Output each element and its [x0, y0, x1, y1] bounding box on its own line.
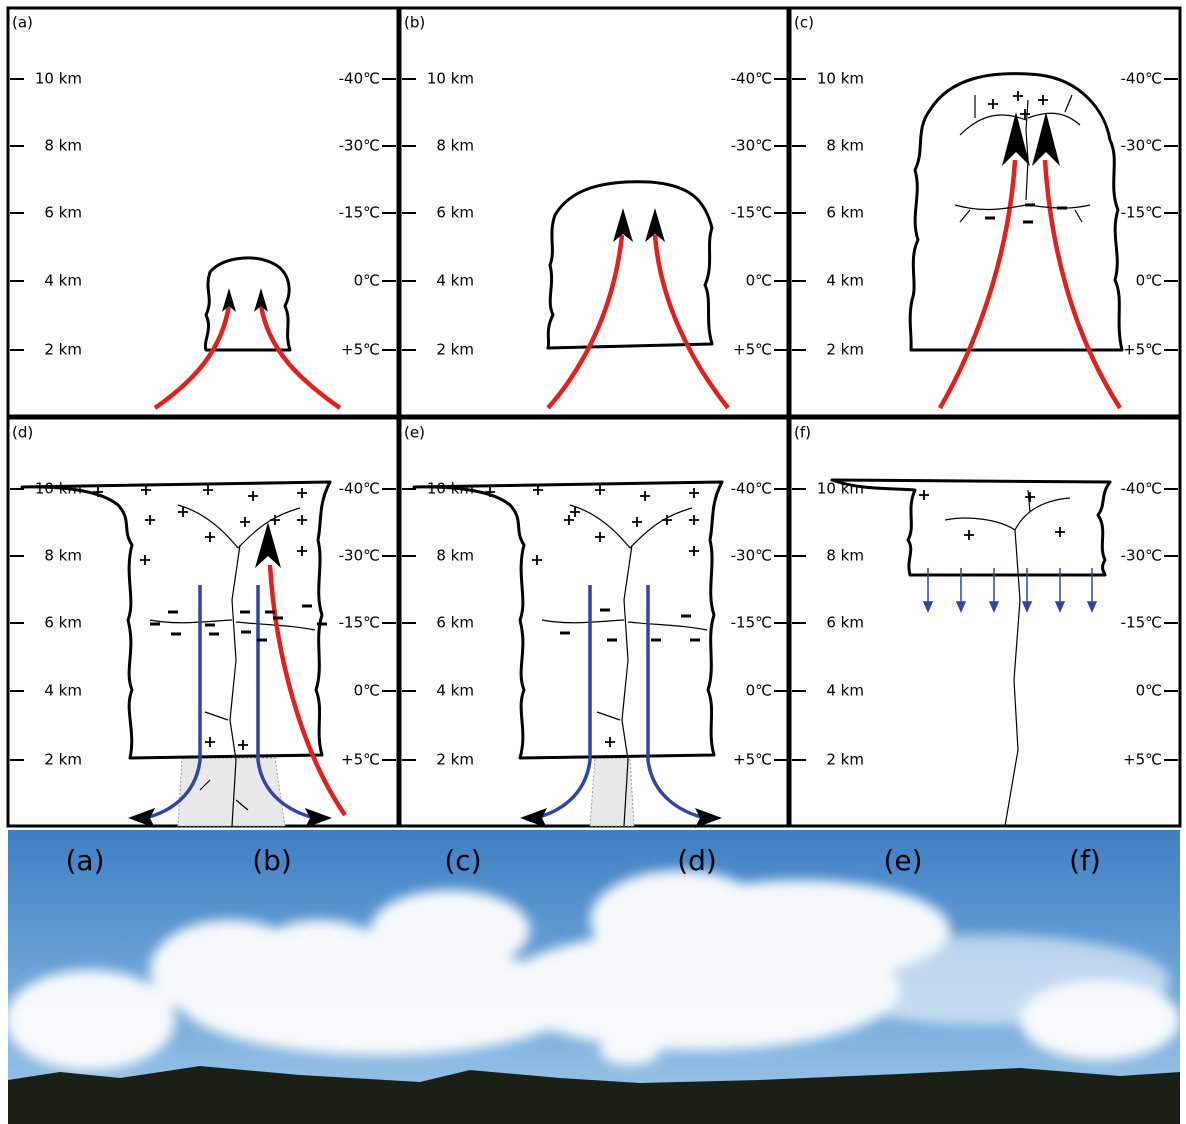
temperature-label: -40℃: [1121, 70, 1162, 88]
photo-label: (b): [252, 844, 292, 877]
altitude-label: 8 km: [826, 137, 864, 155]
temperature-label: -15℃: [339, 204, 380, 222]
temperature-label: -15℃: [339, 614, 380, 632]
temperature-label: -30℃: [339, 547, 380, 565]
temperature-label: +5℃: [733, 751, 772, 769]
temperature-label: 0℃: [354, 682, 380, 700]
altitude-label: 2 km: [44, 751, 82, 769]
temperature-label: -40℃: [731, 480, 772, 498]
altitude-label: 6 km: [436, 204, 474, 222]
altitude-label: 10 km: [427, 480, 474, 498]
altitude-label: 8 km: [826, 547, 864, 565]
altitude-label: 2 km: [436, 751, 474, 769]
altitude-label: 4 km: [826, 272, 864, 290]
altitude-label: 2 km: [436, 341, 474, 359]
temperature-label: -30℃: [731, 137, 772, 155]
altitude-label: 6 km: [44, 614, 82, 632]
altitude-label: 8 km: [44, 547, 82, 565]
panel-label: (d): [12, 424, 33, 442]
stage-d-drawing: [22, 482, 345, 828]
altitude-label: 10 km: [817, 70, 864, 88]
temperature-label: +5℃: [341, 751, 380, 769]
temperature-label: -40℃: [339, 480, 380, 498]
altitude-label: 6 km: [44, 204, 82, 222]
temperature-label: 0℃: [746, 682, 772, 700]
altitude-label: 8 km: [436, 547, 474, 565]
temperature-label: -15℃: [1121, 614, 1162, 632]
altitude-label: 10 km: [427, 70, 474, 88]
temperature-label: -15℃: [731, 614, 772, 632]
photo-label: (f): [1069, 844, 1101, 877]
altitude-label: 10 km: [35, 480, 82, 498]
temperature-label: +5℃: [341, 341, 380, 359]
stage-b-drawing: [548, 182, 728, 408]
photo: [5, 830, 1180, 1124]
temperature-label: -40℃: [731, 70, 772, 88]
temperature-label: 0℃: [746, 272, 772, 290]
panel-label: (c): [794, 14, 814, 32]
temperature-label: +5℃: [1123, 751, 1162, 769]
temperature-label: -30℃: [1121, 547, 1162, 565]
temperature-label: +5℃: [1123, 341, 1162, 359]
altitude-label: 4 km: [436, 682, 474, 700]
temperature-label: -15℃: [731, 204, 772, 222]
altitude-label: 6 km: [826, 204, 864, 222]
temperature-label: -15℃: [1121, 204, 1162, 222]
photo-label: (d): [677, 844, 717, 877]
altitude-label: 2 km: [826, 751, 864, 769]
temperature-label: +5℃: [733, 341, 772, 359]
temperature-label: 0℃: [1136, 272, 1162, 290]
altitude-label: 10 km: [35, 70, 82, 88]
altitude-label: 4 km: [44, 682, 82, 700]
stage-f-drawing: [832, 480, 1110, 826]
stage-c-drawing: [910, 74, 1122, 408]
temperature-label: -40℃: [339, 70, 380, 88]
temperature-label: 0℃: [1136, 682, 1162, 700]
altitude-label: 2 km: [44, 341, 82, 359]
temperature-label: -30℃: [731, 547, 772, 565]
altitude-label: 6 km: [826, 614, 864, 632]
photo-label: (a): [65, 844, 104, 877]
stage-e-drawing: [414, 482, 722, 828]
temperature-label: 0℃: [354, 272, 380, 290]
photo-label: (c): [444, 844, 481, 877]
panel-label: (f): [794, 424, 811, 442]
temperature-label: -40℃: [1121, 480, 1162, 498]
altitude-label: 8 km: [44, 137, 82, 155]
altitude-label: 6 km: [436, 614, 474, 632]
figure: (a) 10 km 8 km 6 km 4 km 2 km -40℃ -30℃ -15℃ 0℃ +5…: [0, 0, 1186, 1124]
altitude-label: 8 km: [436, 137, 474, 155]
panel-label: (e): [404, 424, 425, 442]
photo-label: (e): [883, 844, 922, 877]
panel-label: (b): [404, 14, 425, 32]
altitude-label: 4 km: [44, 272, 82, 290]
altitude-label: 4 km: [826, 682, 864, 700]
altitude-label: 2 km: [826, 341, 864, 359]
stage-a-drawing: [155, 258, 340, 408]
altitude-label: 10 km: [817, 480, 864, 498]
temperature-label: -30℃: [339, 137, 380, 155]
altitude-label: 4 km: [436, 272, 474, 290]
panel-label: (a): [12, 14, 33, 32]
temperature-label: -30℃: [1121, 137, 1162, 155]
